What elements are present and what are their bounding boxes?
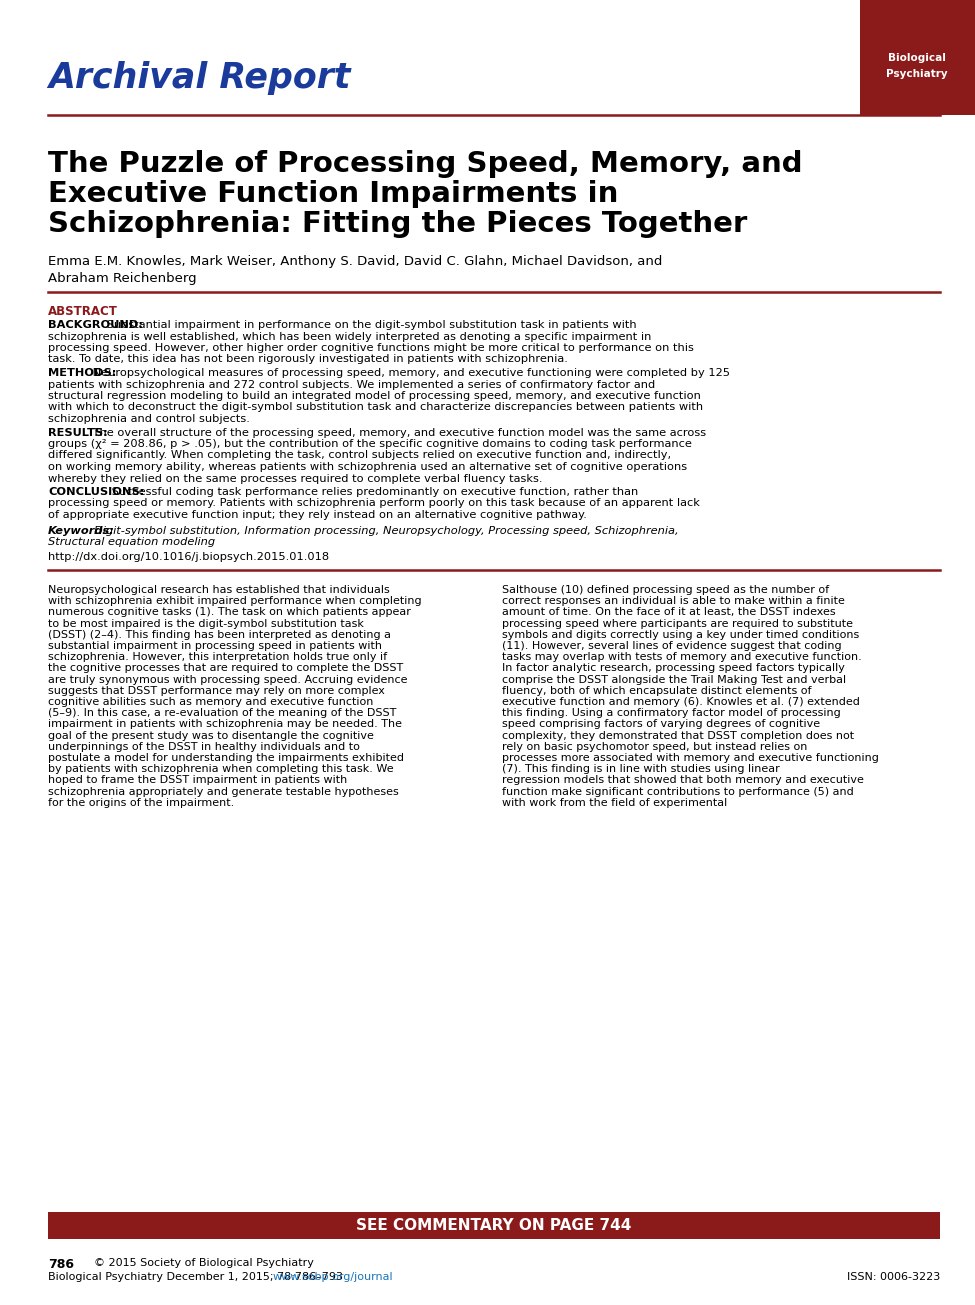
Text: (7). This finding is in line with studies using linear: (7). This finding is in line with studie…: [502, 765, 780, 774]
Text: correct responses an individual is able to make within a finite: correct responses an individual is able …: [502, 596, 845, 607]
Text: The Puzzle of Processing Speed, Memory, and: The Puzzle of Processing Speed, Memory, …: [48, 150, 802, 177]
Text: processing speed. However, other higher order cognitive functions might be more : processing speed. However, other higher …: [48, 343, 694, 352]
Bar: [48, 1212, 940, 1238]
Text: (DSST) (2–4). This finding has been interpreted as denoting a: (DSST) (2–4). This finding has been inte…: [48, 630, 391, 639]
Text: The overall structure of the processing speed, memory, and executive function mo: The overall structure of the processing …: [90, 428, 706, 437]
Text: Successful coding task performance relies predominantly on executive function, r: Successful coding task performance relie…: [107, 487, 638, 497]
Text: RESULTS:: RESULTS:: [48, 428, 108, 437]
Text: by patients with schizophrenia when completing this task. We: by patients with schizophrenia when comp…: [48, 765, 394, 774]
Text: processing speed where participants are required to substitute: processing speed where participants are …: [502, 619, 853, 629]
Text: Biological: Biological: [888, 54, 946, 63]
Text: regression models that showed that both memory and executive: regression models that showed that both …: [502, 775, 864, 786]
Text: http://dx.doi.org/10.1016/j.biopsych.2015.01.018: http://dx.doi.org/10.1016/j.biopsych.201…: [48, 552, 330, 562]
Text: processing speed or memory. Patients with schizophrenia perform poorly on this t: processing speed or memory. Patients wit…: [48, 499, 700, 509]
Text: comprise the DSST alongside the Trail Making Test and verbal: comprise the DSST alongside the Trail Ma…: [502, 675, 846, 685]
Text: processes more associated with memory and executive functioning: processes more associated with memory an…: [502, 753, 878, 763]
Text: Abraham Reichenberg: Abraham Reichenberg: [48, 271, 197, 284]
Text: 786: 786: [48, 1258, 74, 1271]
Text: patients with schizophrenia and 272 control subjects. We implemented a series of: patients with schizophrenia and 272 cont…: [48, 380, 655, 389]
Text: schizophrenia and control subjects.: schizophrenia and control subjects.: [48, 414, 250, 424]
Text: this finding. Using a confirmatory factor model of processing: this finding. Using a confirmatory facto…: [502, 709, 840, 718]
Text: CONCLUSIONS:: CONCLUSIONS:: [48, 487, 144, 497]
Text: (5–9). In this case, a re-evaluation of the meaning of the DSST: (5–9). In this case, a re-evaluation of …: [48, 709, 397, 718]
Text: numerous cognitive tasks (1). The task on which patients appear: numerous cognitive tasks (1). The task o…: [48, 607, 410, 617]
Text: fluency, both of which encapsulate distinct elements of: fluency, both of which encapsulate disti…: [502, 686, 811, 696]
Text: function make significant contributions to performance (5) and: function make significant contributions …: [502, 787, 854, 796]
Text: In factor analytic research, processing speed factors typically: In factor analytic research, processing …: [502, 663, 845, 673]
Text: to be most impaired is the digit-symbol substitution task: to be most impaired is the digit-symbol …: [48, 619, 364, 629]
Text: with schizophrenia exhibit impaired performance when completing: with schizophrenia exhibit impaired perf…: [48, 596, 421, 607]
Text: executive function and memory (6). Knowles et al. (7) extended: executive function and memory (6). Knowl…: [502, 697, 860, 707]
Text: Emma E.M. Knowles, Mark Weiser, Anthony S. David, David C. Glahn, Michael Davids: Emma E.M. Knowles, Mark Weiser, Anthony …: [48, 254, 662, 268]
Text: schizophrenia. However, this interpretation holds true only if: schizophrenia. However, this interpretat…: [48, 652, 387, 662]
Text: Digit-symbol substitution, Information processing, Neuropsychology, Processing s: Digit-symbol substitution, Information p…: [94, 526, 679, 535]
Text: with work from the field of experimental: with work from the field of experimental: [502, 797, 727, 808]
Text: groups (χ² = 208.86, p > .05), but the contribution of the specific cognitive do: groups (χ² = 208.86, p > .05), but the c…: [48, 438, 692, 449]
Text: Keywords:: Keywords:: [48, 526, 115, 535]
Text: on working memory ability, whereas patients with schizophrenia used an alternati: on working memory ability, whereas patie…: [48, 462, 687, 472]
Text: task. To date, this idea has not been rigorously investigated in patients with s: task. To date, this idea has not been ri…: [48, 355, 567, 364]
Text: Schizophrenia: Fitting the Pieces Together: Schizophrenia: Fitting the Pieces Togeth…: [48, 210, 747, 238]
Text: BACKGROUND:: BACKGROUND:: [48, 320, 143, 330]
Text: Executive Function Impairments in: Executive Function Impairments in: [48, 180, 618, 207]
Text: with which to deconstruct the digit-symbol substitution task and characterize di: with which to deconstruct the digit-symb…: [48, 402, 703, 412]
Text: substantial impairment in processing speed in patients with: substantial impairment in processing spe…: [48, 641, 382, 651]
Text: structural regression modeling to build an integrated model of processing speed,: structural regression modeling to build …: [48, 392, 701, 401]
Text: SEE COMMENTARY ON PAGE 744: SEE COMMENTARY ON PAGE 744: [356, 1218, 632, 1233]
Text: rely on basic psychomotor speed, but instead relies on: rely on basic psychomotor speed, but ins…: [502, 741, 807, 752]
Text: complexity, they demonstrated that DSST completion does not: complexity, they demonstrated that DSST …: [502, 731, 854, 741]
Text: www.sobp.org/journal: www.sobp.org/journal: [273, 1272, 393, 1282]
Text: hoped to frame the DSST impairment in patients with: hoped to frame the DSST impairment in pa…: [48, 775, 347, 786]
Text: ISSN: 0006-3223: ISSN: 0006-3223: [846, 1272, 940, 1282]
Text: cognitive abilities such as memory and executive function: cognitive abilities such as memory and e…: [48, 697, 373, 707]
Text: differed significantly. When completing the task, control subjects relied on exe: differed significantly. When completing …: [48, 450, 671, 461]
Text: speed comprising factors of varying degrees of cognitive: speed comprising factors of varying degr…: [502, 719, 820, 729]
Text: Psychiatry: Psychiatry: [886, 69, 948, 80]
Text: postulate a model for understanding the impairments exhibited: postulate a model for understanding the …: [48, 753, 404, 763]
Text: for the origins of the impairment.: for the origins of the impairment.: [48, 797, 234, 808]
Bar: [860, 0, 975, 115]
Text: schizophrenia is well established, which has been widely interpreted as denoting: schizophrenia is well established, which…: [48, 331, 651, 342]
Text: Biological Psychiatry December 1, 2015; 78:786–793: Biological Psychiatry December 1, 2015; …: [48, 1272, 350, 1282]
Text: are truly synonymous with processing speed. Accruing evidence: are truly synonymous with processing spe…: [48, 675, 408, 685]
Text: (11). However, several lines of evidence suggest that coding: (11). However, several lines of evidence…: [502, 641, 841, 651]
Text: Neuropsychological research has established that individuals: Neuropsychological research has establis…: [48, 585, 390, 595]
Text: goal of the present study was to disentangle the cognitive: goal of the present study was to disenta…: [48, 731, 373, 741]
Text: amount of time. On the face of it at least, the DSST indexes: amount of time. On the face of it at lea…: [502, 607, 836, 617]
Text: © 2015 Society of Biological Psychiatry: © 2015 Society of Biological Psychiatry: [80, 1258, 314, 1268]
Text: suggests that DSST performance may rely on more complex: suggests that DSST performance may rely …: [48, 686, 385, 696]
Text: schizophrenia appropriately and generate testable hypotheses: schizophrenia appropriately and generate…: [48, 787, 399, 796]
Text: Neuropsychological measures of processing speed, memory, and executive functioni: Neuropsychological measures of processin…: [90, 368, 730, 378]
Text: Structural equation modeling: Structural equation modeling: [48, 536, 215, 547]
Text: impairment in patients with schizophrenia may be needed. The: impairment in patients with schizophreni…: [48, 719, 402, 729]
Text: Salthouse (10) defined processing speed as the number of: Salthouse (10) defined processing speed …: [502, 585, 829, 595]
Text: METHODS:: METHODS:: [48, 368, 116, 378]
Text: Archival Report: Archival Report: [48, 61, 350, 95]
Text: the cognitive processes that are required to complete the DSST: the cognitive processes that are require…: [48, 663, 404, 673]
Text: underpinnings of the DSST in healthy individuals and to: underpinnings of the DSST in healthy ind…: [48, 741, 360, 752]
Text: tasks may overlap with tests of memory and executive function.: tasks may overlap with tests of memory a…: [502, 652, 862, 662]
Text: ABSTRACT: ABSTRACT: [48, 305, 118, 318]
Text: symbols and digits correctly using a key under timed conditions: symbols and digits correctly using a key…: [502, 630, 859, 639]
Text: Substantial impairment in performance on the digit-symbol substitution task in p: Substantial impairment in performance on…: [103, 320, 637, 330]
Text: of appropriate executive function input; they rely instead on an alternative cog: of appropriate executive function input;…: [48, 510, 587, 519]
Text: whereby they relied on the same processes required to complete verbal fluency ta: whereby they relied on the same processe…: [48, 474, 542, 483]
